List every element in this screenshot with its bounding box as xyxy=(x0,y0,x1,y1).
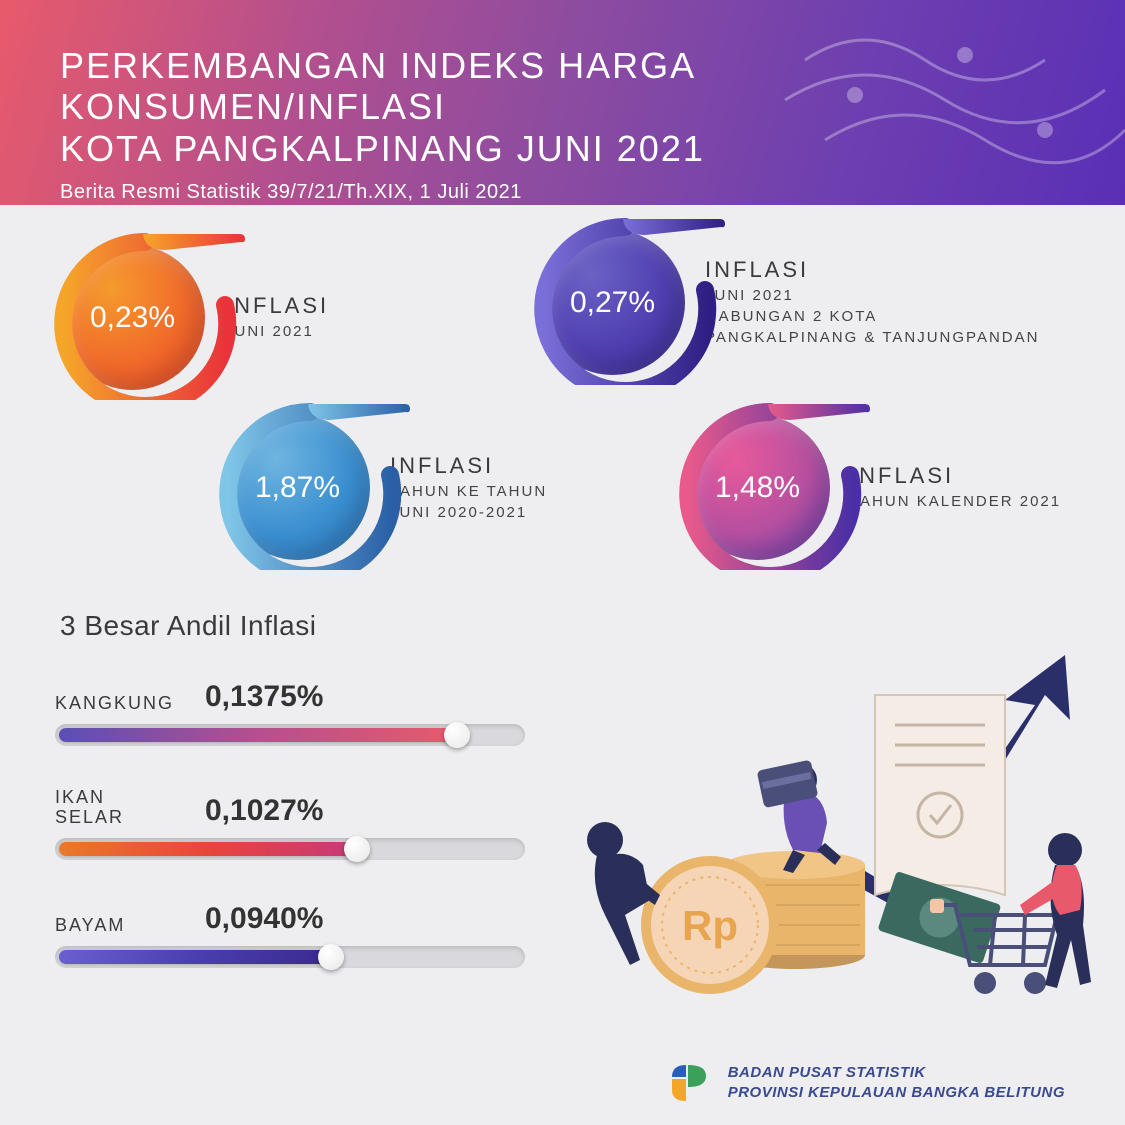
stat-label: INFLASI xyxy=(850,463,1061,489)
stat-sublabel: TAHUN KALENDER 2021 xyxy=(850,491,1061,512)
stat-item: 1,87% INFLASITAHUN KE TAHUNJUNI 2020-202… xyxy=(225,415,547,560)
header-decoration xyxy=(745,0,1125,205)
stat-item: 0,23% INFLASIJUNI 2021 xyxy=(60,245,329,390)
bar-value: 0,0940% xyxy=(205,902,323,936)
footer: BADAN PUSAT STATISTIK PROVINSI KEPULAUAN… xyxy=(0,1040,1125,1125)
stat-label: INFLASI xyxy=(705,257,1039,283)
bar-fill xyxy=(59,728,456,742)
swoosh-icon xyxy=(210,400,410,570)
stat-item: 1,48% INFLASITAHUN KALENDER 2021 xyxy=(685,415,1061,560)
stat-label: INFLASI xyxy=(390,453,547,479)
bar-knob xyxy=(444,722,470,748)
title-line1: PERKEMBANGAN INDEKS HARGA KONSUMEN/INFLA… xyxy=(60,45,694,127)
swoosh-icon xyxy=(45,230,245,400)
bar-track xyxy=(55,838,525,860)
stat-text: INFLASIJUNI 2021 xyxy=(225,293,329,342)
swoosh-icon xyxy=(525,215,725,385)
stat-text: INFLASIJUNI 2021GABUNGAN 2 KOTAPANGKALPI… xyxy=(705,257,1039,348)
stats-area: 0,23% INFLASIJUNI 20210,27% INFLASIJUNI … xyxy=(0,205,1125,595)
stat-text: INFLASITAHUN KE TAHUNJUNI 2020-2021 xyxy=(390,453,547,523)
bar-name: IKANSELAR xyxy=(55,788,165,828)
header: PERKEMBANGAN INDEKS HARGA KONSUMEN/INFLA… xyxy=(0,0,1125,205)
bar-row: BAYAM 0,0940% xyxy=(55,902,535,968)
bar-track xyxy=(55,724,525,746)
bar-value: 0,1027% xyxy=(205,794,323,828)
bars-container: KANGKUNG 0,1375% IKANSELAR 0,1027% BAYAM 0,09… xyxy=(55,680,535,1010)
illustration: Rp xyxy=(535,605,1095,1005)
bars-section-title: 3 Besar Andil Inflasi xyxy=(60,610,316,642)
coin-text: Rp xyxy=(682,902,738,949)
footer-line2: PROVINSI KEPULAUAN BANGKA BELITUNG xyxy=(728,1083,1065,1103)
bar-knob xyxy=(344,836,370,862)
bar-value: 0,1375% xyxy=(205,680,323,714)
stat-sublabel: JUNI 2021GABUNGAN 2 KOTAPANGKALPINANG & … xyxy=(705,285,1039,348)
swoosh-icon xyxy=(670,400,870,570)
bar-fill xyxy=(59,842,356,856)
stat-circle: 0,27% xyxy=(540,230,685,375)
bar-fill xyxy=(59,950,330,964)
bar-name: BAYAM xyxy=(55,916,165,936)
stat-text: INFLASITAHUN KALENDER 2021 xyxy=(850,463,1061,512)
bar-row: IKANSELAR 0,1027% xyxy=(55,788,535,860)
stat-circle: 0,23% xyxy=(60,245,205,390)
footer-line1: BADAN PUSAT STATISTIK xyxy=(728,1063,1065,1083)
bar-row: KANGKUNG 0,1375% xyxy=(55,680,535,746)
stat-item: 0,27% INFLASIJUNI 2021GABUNGAN 2 KOTAPAN… xyxy=(540,230,1039,375)
title-line2: KOTA PANGKALPINANG JUNI 2021 xyxy=(60,128,705,169)
stat-circle: 1,48% xyxy=(685,415,830,560)
bar-name: KANGKUNG xyxy=(55,694,165,714)
stat-sublabel: TAHUN KE TAHUNJUNI 2020-2021 xyxy=(390,481,547,523)
bar-track xyxy=(55,946,525,968)
bps-logo-icon xyxy=(666,1059,714,1107)
stat-label: INFLASI xyxy=(225,293,329,319)
footer-text: BADAN PUSAT STATISTIK PROVINSI KEPULAUAN… xyxy=(728,1063,1065,1102)
stat-sublabel: JUNI 2021 xyxy=(225,321,329,342)
bar-knob xyxy=(318,944,344,970)
stat-circle: 1,87% xyxy=(225,415,370,560)
